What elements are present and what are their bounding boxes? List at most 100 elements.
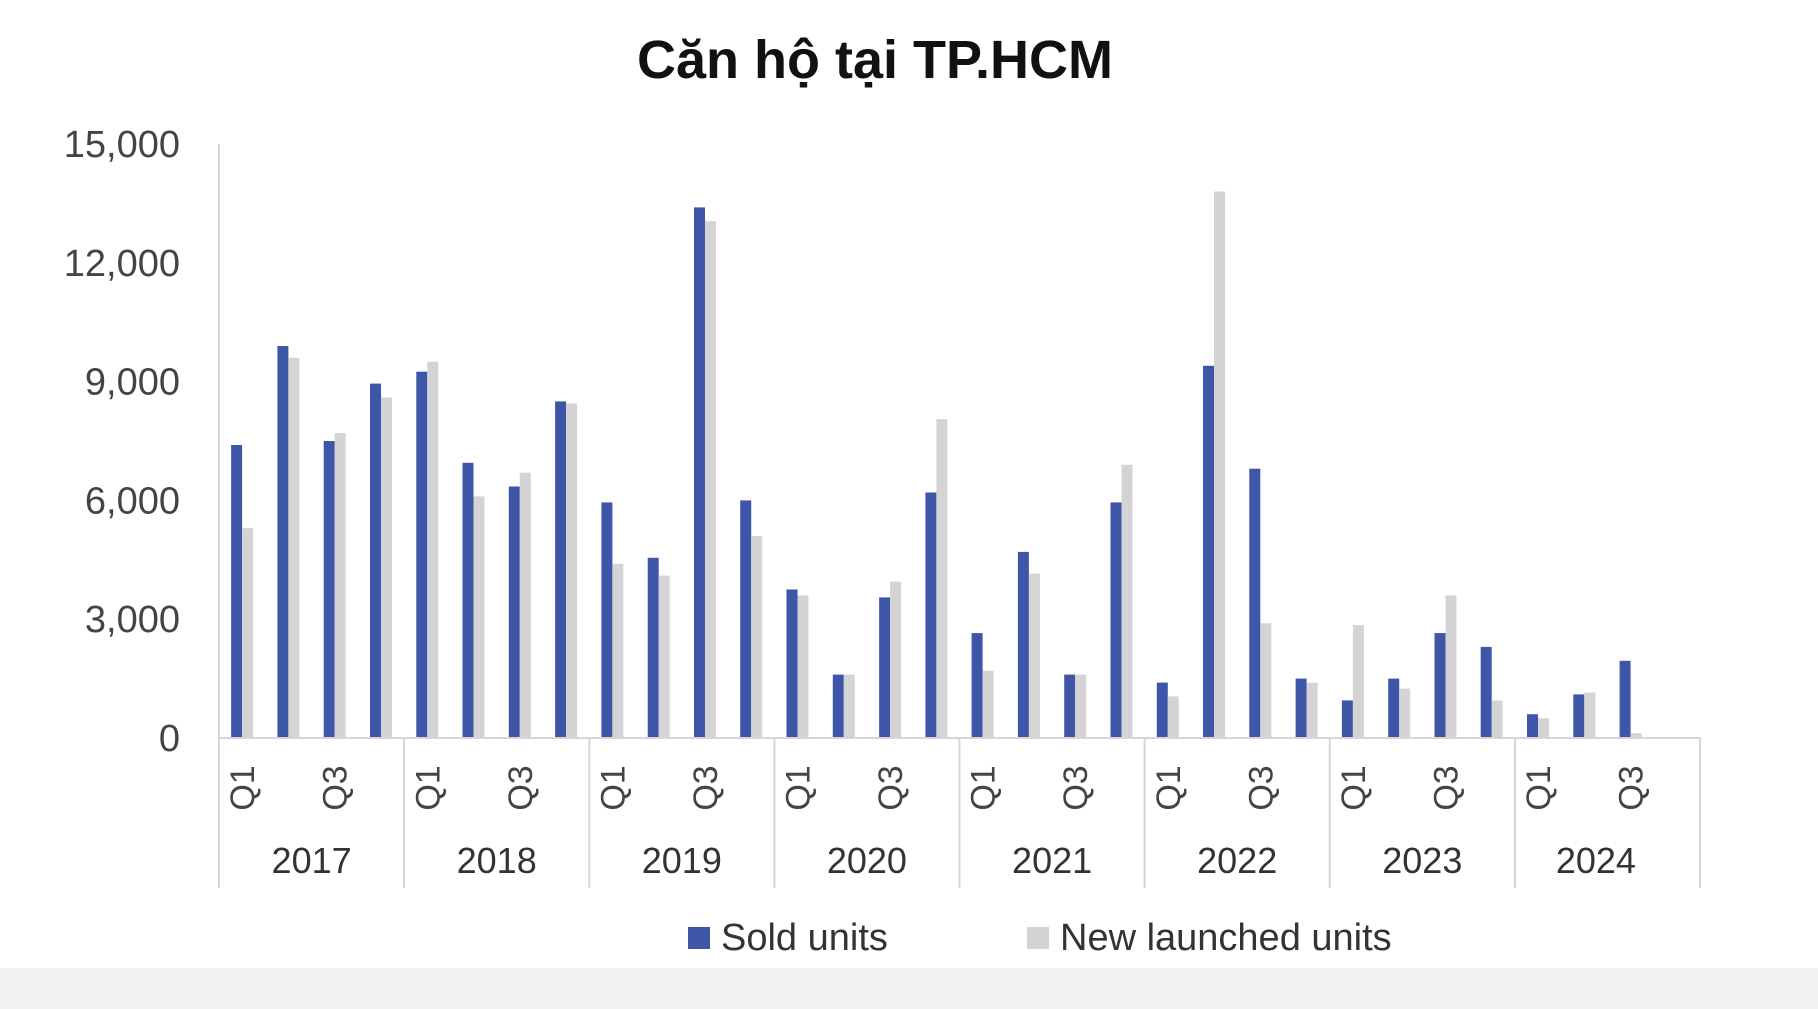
bar-new-launched-units (1306, 682, 1318, 738)
bar-sold-units (1156, 682, 1168, 738)
bar-sold-units (231, 445, 243, 738)
x-group-label-year: 2017 (272, 840, 352, 881)
legend: Sold units New launched units (688, 917, 1392, 959)
x-group-label-year: 2018 (457, 840, 537, 881)
bar-new-launched-units (1028, 573, 1040, 738)
bar-sold-units (740, 500, 752, 738)
legend-label: New launched units (1060, 917, 1392, 959)
x-group-label-year: 2020 (827, 840, 907, 881)
bar-sold-units (786, 589, 798, 738)
bar-new-launched-units (982, 670, 994, 738)
bar-sold-units (647, 557, 659, 738)
bar-sold-units (1480, 646, 1492, 738)
x-group-label-year: 2022 (1197, 840, 1277, 881)
bar-sold-units (1619, 660, 1631, 738)
bar-new-launched-units (427, 361, 439, 738)
bar-new-launched-units (1075, 674, 1087, 738)
bar-new-launched-units (843, 674, 855, 738)
x-group-label-year: 2024 (1556, 840, 1636, 881)
bar-new-launched-units (288, 357, 300, 738)
x-tick-label-quarter: Q1 (780, 765, 818, 810)
legend-swatch-new-launched-units (1027, 927, 1049, 949)
bar-new-launched-units (705, 221, 716, 738)
x-tick-label-quarter: Q1 (1150, 765, 1188, 810)
bar-new-launched-units (1260, 623, 1272, 738)
bar-new-launched-units (1491, 700, 1503, 738)
bar-new-launched-units (1538, 718, 1549, 738)
y-tick-label: 0 (159, 718, 180, 760)
bar-sold-units (277, 346, 289, 738)
legend-swatch-sold-units (688, 927, 710, 949)
legend-label: Sold units (721, 917, 888, 959)
bar-sold-units (1388, 678, 1400, 738)
bar-new-launched-units (519, 472, 531, 738)
bottom-band (0, 968, 1818, 1009)
bar-sold-units (555, 401, 567, 738)
x-tick-label-quarter: Q3 (317, 765, 355, 810)
y-tick-label: 3,000 (85, 599, 180, 641)
x-tick-label-quarter: Q3 (1428, 765, 1466, 810)
y-axis-labels: 0 3,000 6,000 9,000 12,000 15,000 (64, 124, 180, 760)
x-tick-label-quarter: Q1 (409, 765, 447, 810)
bar-sold-units (1341, 700, 1353, 738)
x-axis-labels: Q1 Q3 Q1 Q3 Q1 Q3 Q1 Q3 Q1 Q3 Q1 Q3 Q1 Q3 Q1 Q3 2017 2018… (224, 765, 1651, 881)
bar-sold-units (1110, 502, 1122, 738)
bar-chart: Căn hộ tại TP.HCM 0 3,000 6,000 9,000 12,000… (64, 30, 1701, 959)
x-tick-label-quarter: Q3 (1242, 765, 1280, 810)
x-tick-label-quarter: Q1 (594, 765, 632, 810)
x-group-label-year: 2019 (642, 840, 722, 881)
bar-new-launched-units (936, 419, 948, 738)
bar-sold-units (1064, 674, 1076, 738)
bar-sold-units (694, 207, 705, 738)
bar-sold-units (1573, 694, 1585, 738)
x-tick-label-quarter: Q3 (1057, 765, 1095, 810)
bar-sold-units (1017, 551, 1029, 738)
bar-sold-units (925, 492, 937, 738)
bar-sold-units (1434, 633, 1446, 738)
bar-sold-units (323, 441, 335, 738)
bar-new-launched-units (751, 536, 763, 738)
bar-sold-units (879, 597, 891, 738)
bar-sold-units (832, 674, 844, 738)
bar-new-launched-units (381, 397, 392, 738)
bar-sold-units (971, 633, 983, 738)
bar-sold-units (462, 462, 474, 738)
x-tick-label-quarter: Q3 (502, 765, 540, 810)
bar-new-launched-units (1445, 595, 1457, 738)
bar-new-launched-units (1214, 191, 1225, 738)
bar-new-launched-units (1584, 692, 1596, 738)
bars (231, 191, 1642, 738)
bar-sold-units (1527, 714, 1538, 738)
bar-new-launched-units (658, 575, 670, 738)
bar-new-launched-units (473, 496, 485, 738)
x-tick-label-quarter: Q1 (224, 765, 262, 810)
bar-new-launched-units (334, 433, 346, 738)
bar-new-launched-units (612, 563, 624, 738)
x-tick-label-quarter: Q1 (1520, 765, 1558, 810)
bar-new-launched-units (242, 528, 254, 738)
bar-sold-units (1295, 678, 1307, 738)
bar-new-launched-units (1352, 625, 1364, 738)
y-tick-label: 6,000 (85, 480, 180, 522)
axes (218, 144, 1701, 888)
y-tick-label: 9,000 (85, 362, 180, 404)
y-tick-label: 12,000 (64, 243, 180, 285)
bar-new-launched-units (1121, 464, 1133, 738)
x-tick-label-quarter: Q3 (872, 765, 910, 810)
bar-new-launched-units (890, 581, 902, 738)
x-tick-label-quarter: Q1 (965, 765, 1003, 810)
bar-sold-units (601, 502, 613, 738)
x-tick-label-quarter: Q1 (1335, 765, 1373, 810)
x-tick-label-quarter: Q3 (1613, 765, 1651, 810)
x-group-label-year: 2023 (1382, 840, 1462, 881)
bar-new-launched-units (1167, 696, 1179, 738)
bar-sold-units (370, 383, 381, 738)
bar-sold-units (416, 371, 428, 738)
bar-new-launched-units (1399, 688, 1411, 738)
x-group-label-year: 2021 (1012, 840, 1092, 881)
y-tick-label: 15,000 (64, 124, 180, 166)
bar-sold-units (1203, 365, 1214, 738)
bar-sold-units (508, 486, 520, 738)
bar-new-launched-units (566, 403, 578, 738)
